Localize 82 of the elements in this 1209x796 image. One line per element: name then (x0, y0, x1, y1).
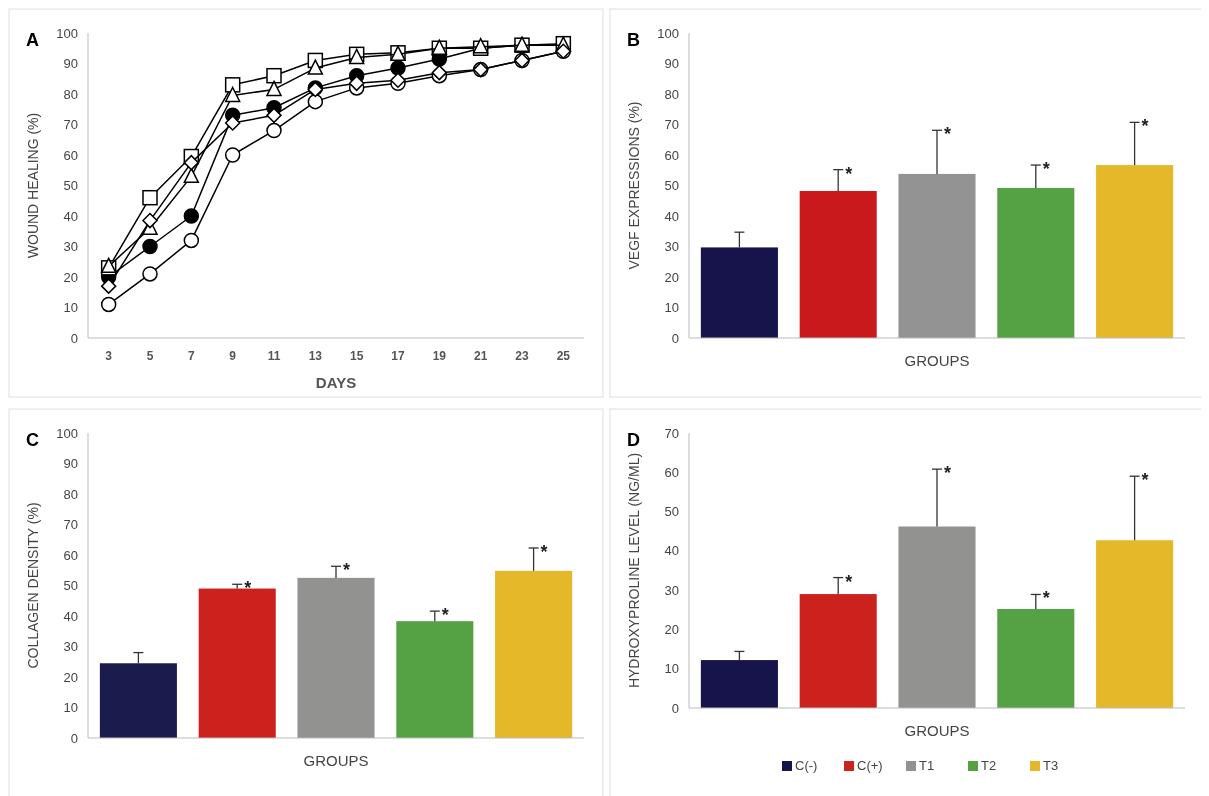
x-tick-label: 15 (349, 349, 364, 363)
y-tick-label: 30 (664, 239, 679, 255)
y-tick-label: 10 (664, 300, 679, 316)
y-tick-label: 70 (664, 425, 679, 441)
data-label: * (944, 124, 952, 145)
y-axis-title: COLLAGEN DENSITY (%) (25, 502, 41, 669)
y-tick-label: 40 (664, 208, 679, 224)
y-tick-label: 20 (664, 621, 679, 637)
data-label: * (944, 463, 952, 484)
x-tick-label: 19 (432, 349, 447, 363)
y-tick-label: 30 (63, 239, 78, 255)
data-label: * (244, 578, 252, 599)
y-tick-label: 60 (63, 147, 78, 163)
x-axis-title: GROUPS (904, 352, 970, 369)
y-axis-title: VEGF EXPRESSIONS (%) (626, 101, 642, 270)
y-tick-label: 100 (56, 25, 78, 41)
legend-label: T3 (1043, 758, 1059, 773)
y-axis-title: WOUND HEALING (%) (25, 112, 41, 259)
y-tick-label: 40 (63, 208, 78, 224)
y-tick-label: 10 (63, 300, 78, 316)
x-axis-title: GROUPS (904, 722, 970, 739)
data-label: * (1141, 470, 1149, 491)
y-tick-label: 90 (664, 56, 679, 72)
x-tick-label: 5 (146, 349, 154, 363)
y-axis-title: HYDROXYPROLINE LEVEL (NG/ML) (626, 452, 642, 689)
y-tick-label: 0 (671, 330, 679, 346)
x-tick-label: 11 (267, 349, 281, 363)
y-tick-label: 100 (56, 425, 78, 441)
data-label: * (540, 541, 548, 562)
legend-label: C(-) (795, 758, 818, 773)
y-tick-label: 80 (664, 86, 679, 102)
y-tick-label: 30 (63, 639, 78, 655)
y-tick-label: 20 (63, 669, 78, 685)
y-tick-label: 0 (70, 730, 78, 746)
y-tick-label: 70 (664, 117, 679, 133)
data-label: * (1141, 116, 1149, 137)
x-tick-label: 17 (391, 349, 405, 363)
y-tick-label: 60 (63, 547, 78, 563)
data-label: * (343, 560, 351, 581)
y-tick-label: 50 (664, 178, 679, 194)
legend-label: T1 (919, 758, 935, 773)
x-tick-label: 25 (556, 349, 571, 363)
y-tick-label: 50 (664, 504, 679, 520)
y-tick-label: 20 (664, 269, 679, 285)
y-tick-label: 90 (63, 56, 78, 72)
legend-label: C(+) (857, 758, 883, 773)
y-tick-label: 30 (664, 582, 679, 598)
chart-title: B (627, 30, 640, 50)
x-tick-label: 13 (308, 349, 323, 363)
y-tick-label: 60 (664, 147, 679, 163)
chart-title: C (26, 430, 39, 450)
y-tick-label: 80 (63, 86, 78, 102)
y-tick-label: 50 (63, 578, 78, 594)
y-tick-label: 60 (664, 464, 679, 480)
chart-title: D (627, 430, 640, 450)
y-tick-label: 90 (63, 456, 78, 472)
data-label: * (1042, 159, 1050, 180)
y-tick-label: 100 (657, 25, 679, 41)
y-tick-label: 10 (664, 661, 679, 677)
y-tick-label: 20 (63, 269, 78, 285)
data-label: * (845, 571, 853, 592)
y-tick-label: 0 (671, 700, 679, 716)
x-axis-title: GROUPS (303, 752, 369, 769)
x-axis-title: DAYS (315, 374, 357, 391)
data-label: * (1042, 588, 1050, 609)
x-tick-label: 23 (515, 349, 529, 363)
legend-label: T2 (981, 758, 997, 773)
chart-title: A (26, 30, 39, 50)
x-tick-label: 3 (105, 349, 113, 363)
y-tick-label: 0 (70, 330, 78, 346)
y-tick-label: 40 (63, 608, 78, 624)
y-tick-label: 70 (63, 117, 78, 133)
x-tick-label: 7 (187, 349, 195, 363)
y-tick-label: 70 (63, 517, 78, 533)
y-tick-label: 50 (63, 178, 78, 194)
x-tick-label: 9 (229, 349, 237, 363)
x-tick-label: 21 (473, 349, 488, 363)
y-tick-label: 10 (63, 700, 78, 716)
y-tick-label: 80 (63, 486, 78, 502)
data-label: * (845, 163, 853, 184)
y-tick-label: 40 (664, 543, 679, 559)
data-label: * (441, 605, 449, 626)
